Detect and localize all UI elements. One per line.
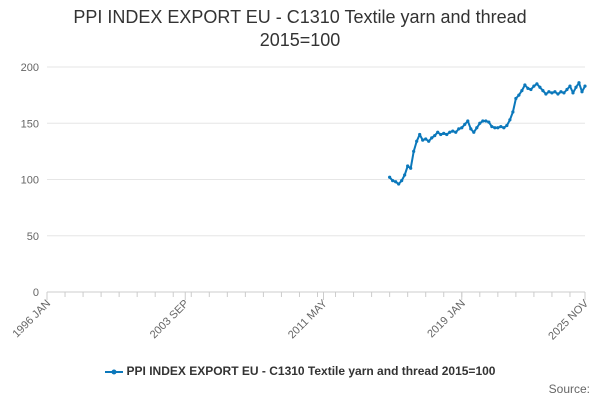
- data-point[interactable]: [391, 179, 395, 183]
- data-point[interactable]: [499, 125, 503, 129]
- data-point[interactable]: [403, 173, 407, 177]
- data-point[interactable]: [580, 90, 584, 94]
- data-point[interactable]: [523, 83, 527, 87]
- legend-swatch-icon: [104, 369, 123, 375]
- data-point[interactable]: [388, 175, 392, 179]
- data-point[interactable]: [424, 137, 428, 141]
- data-point[interactable]: [502, 126, 506, 130]
- data-point[interactable]: [418, 132, 422, 137]
- legend[interactable]: PPI INDEX EXPORT EU - C1310 Textile yarn…: [0, 364, 600, 378]
- data-point[interactable]: [493, 126, 497, 130]
- data-point[interactable]: [520, 89, 524, 93]
- data-point[interactable]: [460, 126, 464, 130]
- grid-lines: [47, 66, 585, 237]
- x-tick-label: 2011 MAY: [286, 297, 330, 341]
- data-point[interactable]: [454, 130, 458, 134]
- source-label: Source:: [548, 382, 590, 396]
- data-point[interactable]: [412, 149, 416, 153]
- y-tick-label: 150: [21, 118, 39, 130]
- data-point[interactable]: [484, 119, 488, 123]
- data-point[interactable]: [556, 92, 560, 96]
- x-tick-label: 2003 SEP: [148, 298, 192, 342]
- data-point[interactable]: [535, 82, 539, 86]
- chart-title-line-2: 2015=100: [259, 30, 341, 50]
- data-point[interactable]: [406, 164, 410, 168]
- data-point[interactable]: [427, 139, 431, 143]
- data-point[interactable]: [553, 90, 557, 94]
- data-point[interactable]: [421, 138, 425, 142]
- data-point[interactable]: [544, 92, 548, 96]
- data-point[interactable]: [448, 130, 452, 134]
- data-point[interactable]: [409, 166, 413, 170]
- data-point[interactable]: [442, 131, 446, 135]
- data-point[interactable]: [433, 134, 437, 138]
- data-point[interactable]: [526, 86, 530, 90]
- x-axis: [46, 291, 586, 300]
- data-point[interactable]: [508, 118, 512, 122]
- data-point[interactable]: [574, 85, 578, 89]
- data-point[interactable]: [430, 136, 434, 140]
- data-point[interactable]: [532, 84, 536, 88]
- data-point[interactable]: [457, 127, 461, 131]
- data-point[interactable]: [577, 81, 581, 85]
- data-point[interactable]: [475, 126, 479, 130]
- data-point[interactable]: [445, 132, 449, 137]
- chart-title: PPI INDEX EXPORT EU - C1310 Textile yarn…: [0, 6, 600, 52]
- data-point[interactable]: [541, 89, 545, 93]
- data-point[interactable]: [505, 123, 509, 128]
- data-point[interactable]: [490, 125, 494, 129]
- data-point[interactable]: [451, 129, 455, 133]
- data-point[interactable]: [511, 110, 515, 114]
- y-axis-ticks: 0 50 100 150 200: [21, 62, 39, 299]
- chart-title-line-1: PPI INDEX EXPORT EU - C1310 Textile yarn…: [73, 7, 527, 27]
- data-point[interactable]: [400, 179, 404, 183]
- data-point[interactable]: [562, 91, 566, 95]
- data-point[interactable]: [568, 84, 572, 88]
- data-point[interactable]: [436, 130, 440, 134]
- y-tick-label: 100: [21, 175, 39, 187]
- data-point[interactable]: [466, 119, 470, 123]
- data-point[interactable]: [394, 180, 398, 184]
- data-point[interactable]: [463, 122, 467, 126]
- data-point[interactable]: [529, 87, 533, 92]
- data-point[interactable]: [496, 126, 500, 130]
- data-point[interactable]: [583, 84, 587, 88]
- data-point[interactable]: [550, 91, 554, 95]
- data-point[interactable]: [487, 120, 491, 124]
- data-point[interactable]: [517, 93, 521, 97]
- series-layer: [388, 81, 587, 186]
- data-point[interactable]: [439, 132, 443, 137]
- legend-label: PPI INDEX EXPORT EU - C1310 Textile yarn…: [126, 364, 496, 378]
- data-point[interactable]: [469, 127, 473, 131]
- x-tick-label: 2019 JAN: [425, 298, 468, 341]
- data-point[interactable]: [565, 87, 569, 92]
- data-point[interactable]: [538, 85, 542, 89]
- data-point[interactable]: [415, 139, 419, 143]
- data-point[interactable]: [571, 91, 575, 95]
- data-point[interactable]: [472, 130, 476, 134]
- y-tick-label: 50: [27, 231, 39, 243]
- x-tick-label: 1996 JAN: [10, 298, 53, 341]
- y-tick-label: 0: [33, 287, 39, 299]
- data-point[interactable]: [478, 121, 482, 125]
- data-point[interactable]: [559, 90, 563, 94]
- data-point[interactable]: [547, 90, 551, 94]
- x-tick-label: 2025 NOV: [546, 297, 591, 342]
- data-point[interactable]: [481, 119, 485, 123]
- y-tick-label: 200: [21, 62, 39, 74]
- data-point[interactable]: [397, 182, 401, 186]
- data-point[interactable]: [514, 96, 518, 101]
- x-axis-ticks: 1996 JAN 2003 SEP 2011 MAY 2019 JAN 2025 NOV: [10, 297, 591, 342]
